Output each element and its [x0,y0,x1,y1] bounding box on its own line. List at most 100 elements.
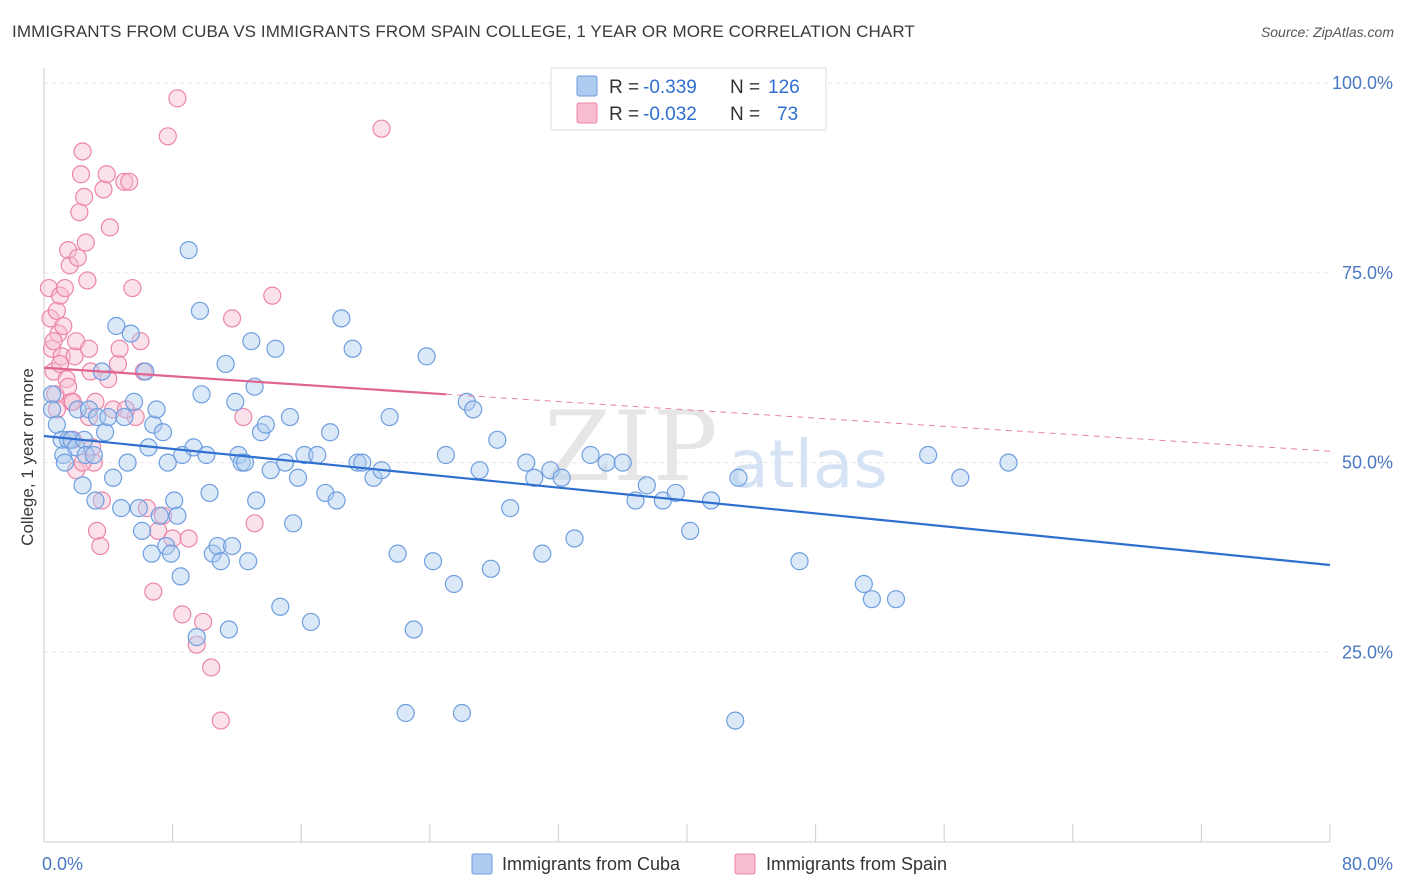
point-cuba-20 [104,468,123,487]
point-cuba-113 [681,521,700,540]
trend-lines [43,366,1331,567]
point-cuba-102 [533,544,552,563]
point-cuba-28 [132,521,152,540]
point-cuba-89 [417,347,436,366]
point-cuba-46 [190,301,210,320]
point-cuba-32 [144,415,163,434]
point-cuba-73 [295,445,314,465]
point-spain-18 [68,248,87,267]
point-cuba-21 [107,316,126,336]
point-cuba-104 [552,468,571,487]
point-spain-25 [79,339,99,358]
watermark: ZIP atlas [544,391,887,503]
point-cuba-86 [388,544,407,563]
point-cuba-65 [256,415,275,434]
point-cuba-25 [121,324,140,343]
watermark-atlas: atlas [728,426,888,503]
point-cuba-69 [276,453,295,472]
top-legend: R = -0.339 N = 126 R = -0.032 N = 73 [550,67,827,131]
trend-line-spain-extension [445,393,1331,452]
point-spain-5 [47,301,66,320]
point-cuba-19 [99,407,118,427]
point-cuba-90 [423,552,443,571]
point-spain-40 [131,332,150,351]
point-spain-31 [94,180,113,199]
point-cuba-0 [42,385,62,404]
point-spain-50 [187,635,206,654]
point-spain-51 [194,612,213,632]
point-cuba-112 [666,483,685,503]
point-spain-30 [91,536,110,556]
point-cuba-70 [280,407,300,427]
point-cuba-15 [86,491,105,510]
chart-title: IMMIGRANTS FROM CUBA VS IMMIGRANTS FROM … [12,22,915,41]
point-cuba-66 [261,461,280,480]
point-cuba-39 [165,491,184,510]
point-cuba-52 [211,552,230,571]
point-cuba-61 [242,332,261,351]
point-cuba-34 [150,506,169,525]
point-cuba-40 [168,506,187,525]
point-cuba-93 [452,703,472,723]
point-spain-36 [115,172,134,191]
point-cuba-116 [729,468,748,487]
point-spain-9 [54,316,73,336]
point-cuba-18 [95,423,115,442]
point-cuba-51 [208,536,227,556]
legend-r-value-spain: -0.032 [643,104,697,125]
point-cuba-91 [436,445,455,465]
point-spain-8 [52,347,71,366]
point-spain-64 [110,339,129,358]
y-axis-label: College, 1 year or more [18,368,37,546]
bottom-legend-label-cuba: Immigrants from Cuba [502,854,681,874]
point-spain-56 [245,514,264,533]
point-cuba-119 [862,590,881,609]
point-spain-69 [44,332,63,351]
watermark-zip: ZIP [544,391,719,503]
y-tick-label-3: 25.0% [1342,642,1393,662]
point-spain-29 [87,521,107,540]
point-cuba-94 [457,392,476,411]
point-spain-49 [179,529,198,548]
point-cuba-48 [197,445,216,465]
x-tick-label-max: 80.0% [1342,854,1393,874]
source-credit: Source: ZipAtlas.com [1260,24,1394,40]
point-cuba-63 [247,491,266,510]
y-tick-label-2: 50.0% [1342,453,1393,473]
point-cuba-92 [444,574,464,594]
point-cuba-106 [581,445,600,465]
point-cuba-78 [327,491,346,510]
point-cuba-47 [192,385,211,404]
point-spain-54 [222,309,242,328]
point-cuba-75 [308,445,327,465]
legend-swatch-cuba [576,75,598,97]
point-cuba-122 [951,468,970,487]
point-cuba-33 [147,400,166,419]
bottom-legend-swatch-cuba [471,853,493,875]
point-cuba-31 [142,544,161,563]
axes [43,68,1331,843]
point-cuba-60 [239,552,258,571]
point-cuba-120 [886,590,906,609]
point-cuba-97 [481,559,500,578]
point-cuba-100 [517,453,536,472]
point-spain-12 [59,241,78,260]
point-spain-21 [73,142,92,161]
point-cuba-5 [55,453,74,472]
point-cuba-59 [235,453,255,472]
point-spain-10 [55,278,74,298]
point-cuba-98 [488,430,507,449]
point-cuba-56 [226,392,245,411]
point-cuba-105 [565,529,584,548]
point-cuba-14 [84,445,103,465]
point-spain-35 [108,354,128,374]
point-cuba-41 [171,567,190,586]
point-cuba-74 [301,612,320,632]
point-spain-60 [59,377,78,396]
bottom-legend: Immigrants from Cuba Immigrants from Spa… [471,853,947,875]
grid-lines [44,82,1330,653]
point-cuba-24 [118,453,137,472]
point-spain-23 [76,233,95,252]
legend-swatch-spain [576,102,598,124]
